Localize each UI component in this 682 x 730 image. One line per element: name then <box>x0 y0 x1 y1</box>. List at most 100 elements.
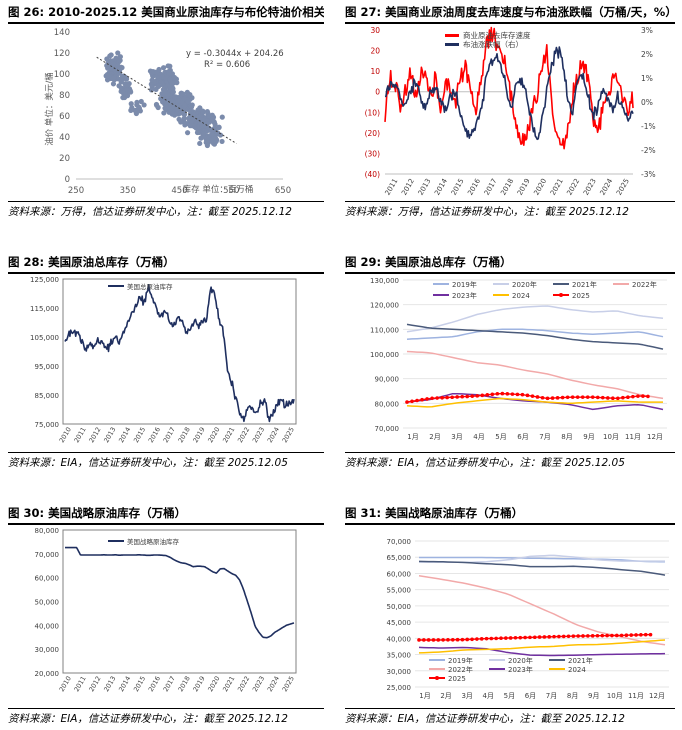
legend-label: 布油涨跌幅（右） <box>463 39 523 49</box>
x-tick-label: 3月 <box>461 692 472 700</box>
x-tick-label: 2010 <box>58 675 73 693</box>
series-point <box>595 395 600 400</box>
x-tick-label: 2012 <box>87 426 102 444</box>
x-tick-label: 5月 <box>504 692 515 700</box>
series-point <box>557 634 561 639</box>
legend-label: 2020年 <box>508 656 533 665</box>
line-chart: 80,000 70,000 60,000 50,000 40,000 30,000 20,0… <box>35 527 297 693</box>
y-tick-label: 70,000 <box>375 425 400 433</box>
y-left-tick-label: (30) <box>365 149 380 158</box>
scatter-point <box>216 124 222 130</box>
scatter-point <box>108 52 114 58</box>
x-tick-label: 2015 <box>132 675 147 693</box>
series-point <box>616 396 620 401</box>
scatter-point <box>159 80 165 87</box>
series-line <box>65 546 295 639</box>
x-tick-label: 7月 <box>539 433 550 441</box>
y-tick-label: 130,000 <box>370 277 399 285</box>
x-tick-label: 4月 <box>473 433 484 441</box>
series-point <box>480 393 485 398</box>
series-point <box>535 395 540 399</box>
chart-source: 资料来源：EIA，信达证券研发中心，注：截至 2025.12.12 <box>345 708 675 726</box>
scatter-point <box>170 89 176 95</box>
series-point <box>530 394 535 398</box>
x-tick-label: 2013 <box>417 177 433 196</box>
legend-label: 2023年 <box>452 291 477 300</box>
y-left-tick-label: (10) <box>365 108 380 117</box>
scatter-chart: 0 20 40 60 80 100 120 140 250 350 450 550 650 y = -0.… <box>44 28 291 196</box>
y-left-tick-label: 10 <box>370 67 380 76</box>
y-tick-label: 70,000 <box>387 538 412 546</box>
x-tick-label: 2025 <box>281 426 296 444</box>
series-point <box>629 633 634 637</box>
x-tick-label: 2024 <box>266 426 281 444</box>
x-tick-label: 250 <box>68 186 84 196</box>
scatter-point <box>181 111 187 117</box>
y-tick-label: 110,000 <box>370 326 399 334</box>
series-point <box>440 395 444 400</box>
scatter-point <box>214 130 220 136</box>
series-point <box>566 634 571 639</box>
series-point <box>510 392 515 396</box>
legend-label: 2020年 <box>512 280 537 289</box>
x-tick-label: 2011 <box>73 426 88 444</box>
series-line <box>418 574 666 646</box>
y-tick-label: 0 <box>65 175 70 185</box>
legend-marker <box>435 676 439 680</box>
panel-fig28: 图 28: 美国原油总库存（万桶） 125,000 115,000 105,000 9… <box>8 252 324 469</box>
scatter-point <box>107 65 113 71</box>
scatter-point <box>169 80 175 87</box>
scatter-point <box>201 130 207 137</box>
y-tick-label: 125,000 <box>30 276 59 284</box>
series-line <box>419 556 666 563</box>
scatter-point <box>199 108 206 115</box>
scatter-point <box>124 82 130 89</box>
x-tick-label: 3月 <box>451 433 462 441</box>
scatter-point <box>178 119 184 125</box>
series-line <box>406 350 664 400</box>
legend-swatch <box>445 34 459 37</box>
series-point <box>555 396 560 400</box>
x-tick-label: 2012 <box>87 675 102 693</box>
y-tick-label: 60,000 <box>35 575 60 583</box>
series-point <box>636 394 640 398</box>
series-point <box>590 634 595 638</box>
series-point <box>422 638 426 642</box>
x-tick-label: 6月 <box>517 433 528 441</box>
series-point <box>495 391 500 396</box>
legend-label: 2023年 <box>508 665 533 674</box>
y-left-tick-label: 20 <box>370 47 380 56</box>
scatter-point <box>156 75 162 81</box>
series-point <box>580 395 585 399</box>
scatter-point <box>209 116 216 122</box>
scatter-point <box>188 104 195 110</box>
panel-fig27: 图 27: 美国商业原油周度去库速度与布油涨跌幅（万桶/天，%） 30 20 10 0… <box>345 2 675 219</box>
x-tick-label: 650 <box>275 186 291 196</box>
scatter-point <box>161 110 167 116</box>
x-tick-label: 2024 <box>599 177 615 197</box>
y-tick-label: 70,000 <box>35 551 60 559</box>
panel-fig30: 图 30: 美国战略原油库存（万桶） 80,000 70,000 60,000 50,… <box>8 503 324 725</box>
x-tick-label: 1月 <box>419 692 430 700</box>
series-point <box>417 638 421 642</box>
x-tick-label: 5月 <box>495 433 506 441</box>
series-point <box>639 633 643 637</box>
chart-source: 资料来源：万得，信达证券研发中心，注：截至 2025.12.12 <box>345 201 675 219</box>
series-line <box>384 46 634 141</box>
y-tick-label: 55,000 <box>387 587 412 595</box>
y-tick-label: 95,000 <box>35 363 60 371</box>
x-tick-label: 2019 <box>191 426 206 444</box>
series-point <box>431 638 436 642</box>
scatter-point <box>171 74 178 81</box>
series-line <box>384 26 634 150</box>
x-tick-label: 2015 <box>450 177 466 196</box>
series-point <box>405 400 409 404</box>
series-point <box>600 395 605 400</box>
scatter-point <box>181 115 187 121</box>
series-point <box>470 637 474 642</box>
y-tick-label: 40,000 <box>387 635 412 643</box>
x-tick-label: 9月 <box>588 692 599 700</box>
y-tick-label: 50,000 <box>35 599 60 607</box>
series-point <box>470 394 475 398</box>
x-tick-label: 11月 <box>625 433 641 441</box>
